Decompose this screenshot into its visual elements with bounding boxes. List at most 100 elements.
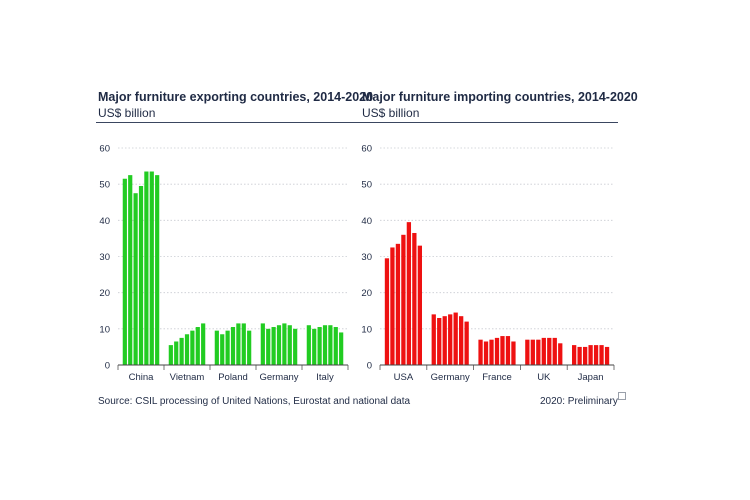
exports-bar-china-1 xyxy=(122,178,127,365)
imports-bar-uk-7 xyxy=(558,343,563,365)
exports-x-label-china: China xyxy=(129,372,155,383)
imports-bar-germany-7 xyxy=(464,321,469,365)
imports-bar-uk-4 xyxy=(541,337,546,366)
exports-bar-poland-5 xyxy=(236,323,241,365)
exports-x-label-italy: Italy xyxy=(316,372,334,383)
exports-chart-unit: US$ billion xyxy=(98,106,156,120)
source-note: Source: CSIL processing of United Nation… xyxy=(98,396,411,407)
imports-x-label-uk: UK xyxy=(537,372,551,383)
exports-bar-vietnam-5 xyxy=(190,330,195,365)
imports-bar-japan-7 xyxy=(604,346,610,365)
exports-x-label-poland: Poland xyxy=(218,372,248,383)
imports-bar-germany-2 xyxy=(437,317,442,365)
exports-bar-germany-1 xyxy=(260,323,265,365)
imports-bar-uk-3 xyxy=(536,339,541,365)
imports-y-tick-label: 0 xyxy=(367,361,372,372)
exports-y-tick-label: 50 xyxy=(99,180,110,191)
imports-bar-france-3 xyxy=(489,339,494,365)
exports-x-label-germany: Germany xyxy=(259,372,298,383)
preliminary-note: 2020: Preliminary xyxy=(540,396,618,407)
imports-bar-japan-1 xyxy=(572,345,577,365)
imports-bar-japan-6 xyxy=(599,345,604,365)
imports-bar-germany-6 xyxy=(459,316,464,365)
exports-y-tick-label: 60 xyxy=(99,144,110,155)
exports-bar-vietnam-2 xyxy=(174,341,179,365)
imports-bar-uk-1 xyxy=(525,339,530,365)
exports-bar-poland-3 xyxy=(225,330,230,365)
exports-bar-poland-7 xyxy=(247,330,252,365)
imports-bar-france-7 xyxy=(511,341,516,365)
exports-bar-germany-3 xyxy=(271,327,276,365)
imports-bar-france-5 xyxy=(500,336,505,365)
exports-bar-germany-7 xyxy=(293,328,298,365)
imports-y-tick-label: 30 xyxy=(361,252,372,263)
header-rule xyxy=(96,122,618,123)
imports-y-tick-label: 10 xyxy=(361,324,372,335)
exports-bar-italy-4 xyxy=(322,325,328,365)
imports-bar-usa-2 xyxy=(390,247,395,365)
imports-bar-france-2 xyxy=(483,341,489,365)
exports-y-tick-label: 10 xyxy=(99,324,110,335)
exports-bar-china-6 xyxy=(149,171,154,365)
exports-bar-poland-6 xyxy=(241,323,246,365)
imports-bar-usa-1 xyxy=(384,258,390,365)
exports-bar-italy-3 xyxy=(317,327,322,365)
imports-bar-germany-5 xyxy=(453,312,458,365)
exports-bar-china-4 xyxy=(138,185,144,365)
imports-y-tick-label: 50 xyxy=(361,180,372,191)
exports-y-tick-label: 40 xyxy=(99,216,110,227)
imports-bar-germany-3 xyxy=(442,316,447,365)
exports-bar-vietnam-4 xyxy=(184,334,190,365)
exports-bar-italy-6 xyxy=(333,327,338,365)
imports-bar-france-6 xyxy=(505,336,511,365)
exports-y-tick-label: 20 xyxy=(99,288,110,299)
exports-bar-vietnam-1 xyxy=(168,345,173,365)
exports-bar-italy-5 xyxy=(328,325,333,365)
imports-bar-usa-7 xyxy=(417,245,422,365)
exports-bar-poland-1 xyxy=(214,330,219,365)
imports-bar-usa-3 xyxy=(395,243,401,365)
imports-bar-usa-6 xyxy=(412,232,417,365)
corner-marker xyxy=(618,392,626,400)
imports-bar-usa-4 xyxy=(401,234,406,365)
exports-bar-italy-1 xyxy=(306,325,311,365)
imports-bar-japan-4 xyxy=(588,345,593,365)
exports-bar-germany-2 xyxy=(266,328,271,365)
exports-chart-title: Major furniture exporting countries, 201… xyxy=(98,90,374,104)
imports-bar-japan-3 xyxy=(582,346,588,365)
exports-x-label-vietnam: Vietnam xyxy=(170,372,205,383)
imports-bar-japan-2 xyxy=(577,346,582,365)
exports-bar-vietnam-7 xyxy=(201,323,206,365)
exports-bar-vietnam-3 xyxy=(179,337,184,366)
imports-x-label-germany: Germany xyxy=(431,372,470,383)
exports-bar-germany-4 xyxy=(276,325,282,365)
exports-y-tick-label: 30 xyxy=(99,252,110,263)
imports-bar-germany-4 xyxy=(448,314,453,365)
imports-bar-uk-2 xyxy=(530,339,535,365)
exports-y-tick-label: 0 xyxy=(105,361,110,372)
imports-chart-unit: US$ billion xyxy=(362,106,420,120)
exports-bar-italy-2 xyxy=(312,328,317,365)
imports-bar-france-4 xyxy=(494,337,500,366)
exports-bar-china-5 xyxy=(144,171,149,365)
exports-chart: 0 10 20 30 40 50 60 China Vietnam Poland Germany It… xyxy=(99,144,349,383)
exports-bar-germany-6 xyxy=(287,325,292,365)
imports-bar-france-1 xyxy=(478,339,483,365)
exports-bar-vietnam-6 xyxy=(195,327,200,365)
exports-bar-italy-7 xyxy=(339,332,344,365)
exports-bar-china-7 xyxy=(155,175,160,366)
imports-chart-title: Major furniture importing countries, 201… xyxy=(362,90,638,104)
imports-bar-uk-5 xyxy=(547,337,552,366)
imports-bar-uk-6 xyxy=(552,337,557,366)
imports-bar-usa-5 xyxy=(406,222,412,365)
exports-bar-poland-2 xyxy=(220,334,225,365)
exports-bar-germany-5 xyxy=(282,323,287,365)
imports-y-tick-label: 20 xyxy=(361,288,372,299)
imports-y-tick-label: 60 xyxy=(361,144,372,155)
exports-bar-poland-4 xyxy=(230,327,236,365)
imports-y-tick-label: 40 xyxy=(361,216,372,227)
imports-x-label-usa: USA xyxy=(394,372,414,383)
imports-x-label-japan: Japan xyxy=(578,372,604,383)
imports-bar-japan-5 xyxy=(593,345,599,365)
